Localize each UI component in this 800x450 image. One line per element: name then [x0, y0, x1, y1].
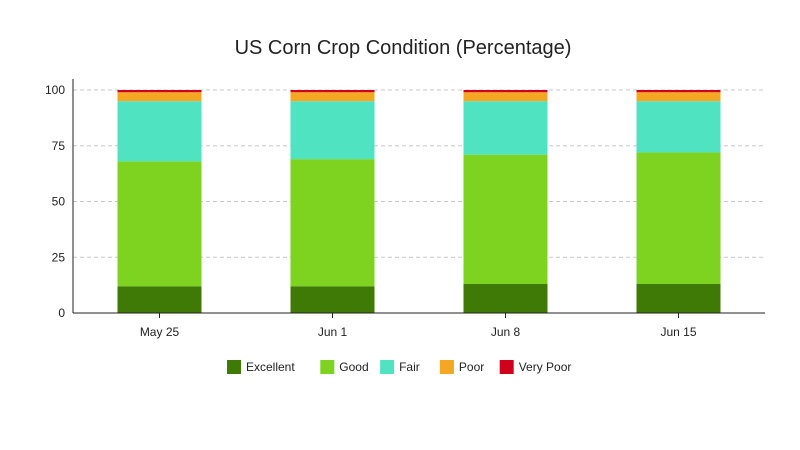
- bar-segment-very-poor: [290, 90, 375, 93]
- x-tick-label: May 25: [140, 325, 180, 339]
- legend-swatch: [380, 360, 395, 374]
- legend-swatch: [320, 360, 335, 374]
- bar-segment-fair: [463, 101, 548, 155]
- legend-label: Good: [339, 360, 368, 374]
- legend-swatch: [227, 360, 241, 374]
- legend-swatch: [439, 360, 454, 374]
- legend-label: Fair: [399, 360, 420, 374]
- bar-segment-excellent: [463, 284, 548, 313]
- bar-segment-fair: [117, 101, 202, 162]
- bar-segment-very-poor: [636, 90, 721, 93]
- y-tick-label: 100: [45, 83, 65, 97]
- legend-item: Poor: [439, 360, 484, 374]
- bar-segment-excellent: [290, 286, 375, 313]
- bars: [117, 90, 721, 313]
- bar-segment-excellent: [117, 286, 202, 313]
- legend-label: Very Poor: [519, 360, 572, 374]
- bar-segment-good: [290, 159, 375, 287]
- y-tick-label: 75: [52, 139, 66, 153]
- bar-segment-poor: [636, 92, 721, 102]
- bar-segment-very-poor: [463, 90, 548, 93]
- bar-segment-excellent: [636, 284, 721, 313]
- y-tick-label: 50: [52, 195, 66, 209]
- legend-item: Fair: [380, 360, 420, 374]
- legend-swatch: [499, 360, 514, 374]
- legend-item: Good: [320, 360, 369, 374]
- chart-title: US Corn Crop Condition (Percentage): [235, 37, 572, 59]
- legend: Excellent Good Fair Poor Very Poor: [227, 360, 571, 374]
- legend-label: Excellent: [246, 360, 295, 374]
- bar-segment-poor: [117, 92, 202, 102]
- x-tick-label: Jun 8: [491, 325, 521, 339]
- bar-segment-good: [463, 154, 548, 285]
- bar-segment-good: [636, 152, 721, 285]
- y-tick-label: 25: [52, 250, 66, 264]
- x-tick-label: Jun 15: [660, 325, 696, 339]
- legend-label: Poor: [459, 360, 484, 374]
- y-tick-label: 0: [58, 306, 65, 320]
- legend-item: Very Poor: [499, 360, 572, 374]
- bar-segment-poor: [290, 92, 375, 102]
- bar-segment-good: [117, 161, 202, 287]
- bar-segment-fair: [636, 101, 721, 153]
- axes: 0 25 50 75 100 May 25 Jun 1 Jun 8 Jun 15: [45, 79, 765, 339]
- bar-segment-poor: [463, 92, 548, 102]
- x-tick-label: Jun 1: [318, 325, 348, 339]
- bar-segment-very-poor: [117, 90, 202, 93]
- legend-item: Excellent: [227, 360, 295, 374]
- bar-segment-fair: [290, 101, 375, 160]
